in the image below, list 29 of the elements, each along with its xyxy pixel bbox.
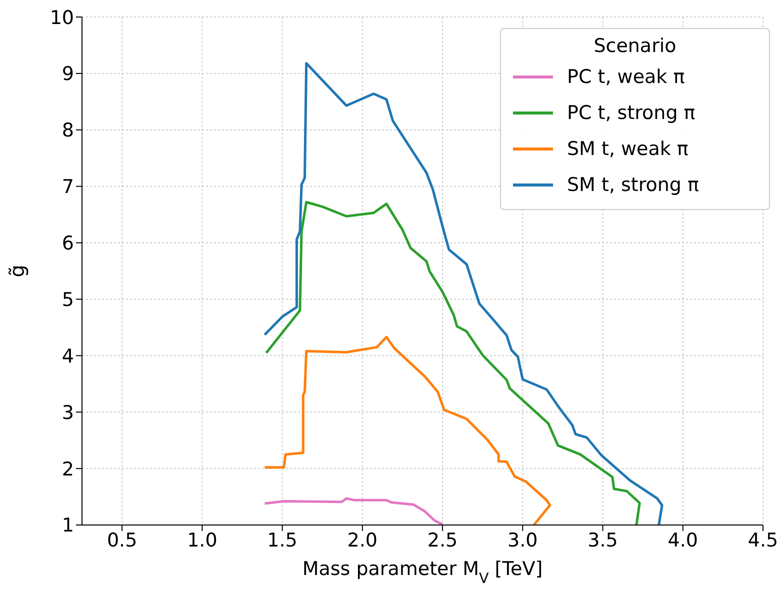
y-tick-label: 1 <box>62 514 74 537</box>
legend-label: SM t, weak π <box>567 138 688 160</box>
legend-label: SM t, strong π <box>567 174 699 196</box>
x-tick-label: 0.5 <box>106 529 138 552</box>
x-axis-title: Mass parameter M$_{V}$ [TeV] <box>302 558 543 587</box>
y-tick-label: 10 <box>50 6 74 29</box>
y-tick-label: 7 <box>62 176 74 198</box>
y-tick-label: 3 <box>62 402 74 424</box>
legend-title: Scenario <box>592 35 678 57</box>
y-tick-label: 6 <box>62 232 74 255</box>
x-tick-label: 4.0 <box>668 529 698 552</box>
x-tick-label: 3.0 <box>508 529 538 552</box>
legend-label: PC t, strong π <box>567 102 696 124</box>
x-tick-label: 1.0 <box>187 529 218 552</box>
x-tick-label: 2.0 <box>347 529 378 552</box>
line-series <box>263 336 552 525</box>
legend-label: PC t, weak π <box>567 66 685 88</box>
y-tick-label: 9 <box>62 63 74 86</box>
y-axis-title: g̃ <box>5 264 29 278</box>
y-tick-label: 5 <box>62 288 74 311</box>
x-tick-label: 3.5 <box>588 529 618 552</box>
y-tick-label: 4 <box>62 345 74 368</box>
x-tick-label: 4.5 <box>748 529 778 552</box>
line-series <box>263 497 444 525</box>
y-tick-label: 8 <box>62 120 74 142</box>
line-series <box>265 200 641 525</box>
x-tick-label: 1.5 <box>267 529 298 552</box>
y-tick-label: 2 <box>62 458 74 480</box>
x-tick-label: 2.5 <box>427 529 458 552</box>
